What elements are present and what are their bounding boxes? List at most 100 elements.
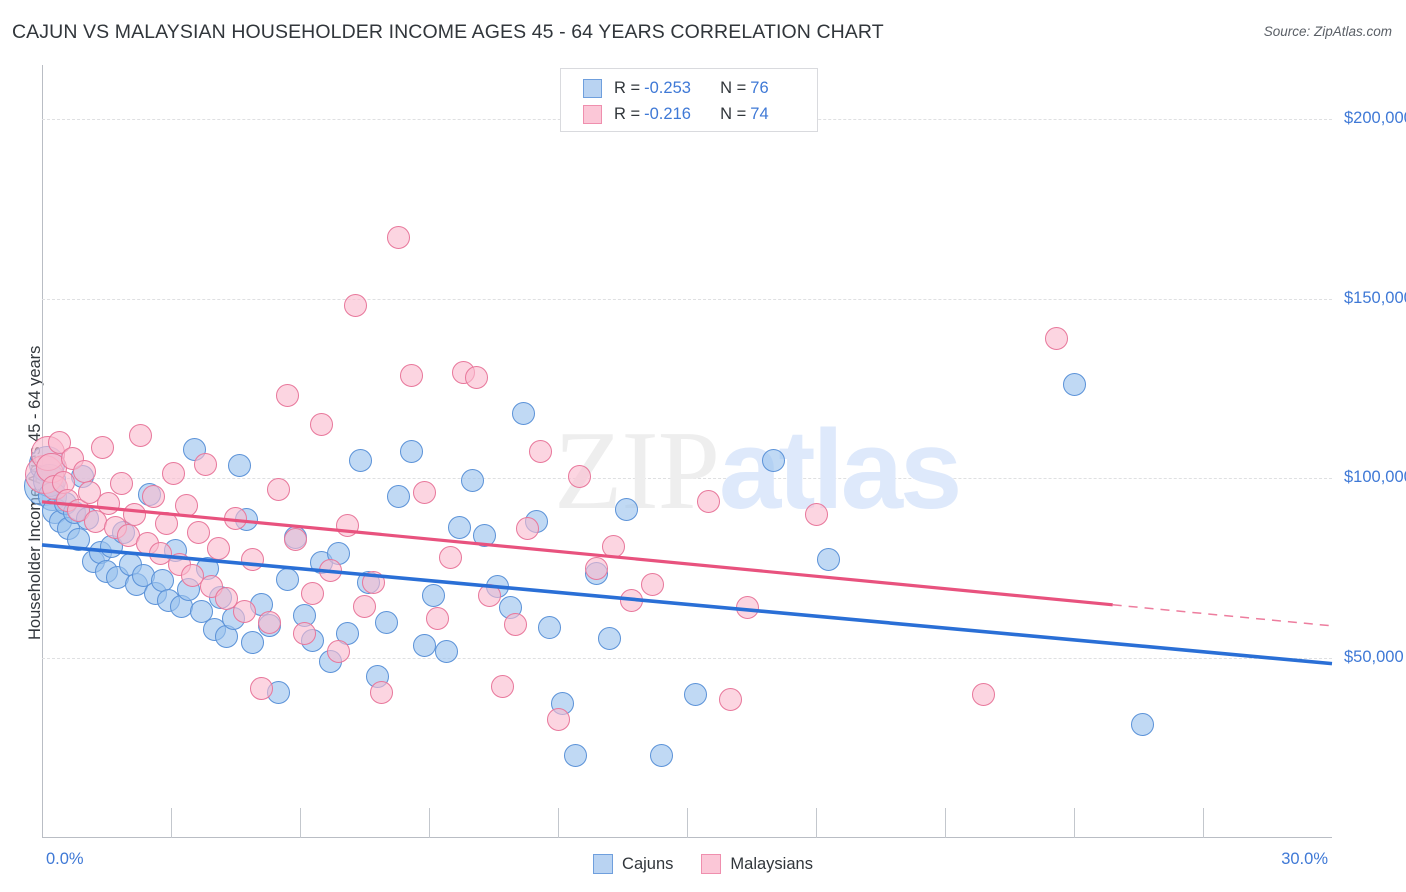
scatter-point xyxy=(249,677,273,701)
scatter-point xyxy=(649,743,673,767)
x-axis-tick xyxy=(816,808,817,838)
scatter-point xyxy=(718,688,742,712)
x-axis-tick xyxy=(429,808,430,838)
x-axis-tick xyxy=(171,808,172,838)
scatter-point xyxy=(439,546,462,570)
scatter-point xyxy=(460,468,484,492)
scatter-point xyxy=(426,607,450,631)
scatter-point xyxy=(563,743,587,767)
scatter-point xyxy=(387,226,411,250)
scatter-point xyxy=(161,461,185,485)
scatter-point xyxy=(473,524,497,548)
scatter-point xyxy=(684,682,708,706)
correlation-stat-row: R = -0.253 N = 76 xyxy=(583,75,817,101)
scatter-point xyxy=(215,587,239,611)
trend-lines xyxy=(41,500,1333,666)
scatter-point xyxy=(641,573,665,597)
scatter-point xyxy=(464,366,488,390)
scatter-point xyxy=(292,621,316,645)
scatter-point xyxy=(327,639,351,663)
x-axis-tick xyxy=(558,808,559,838)
x-axis-tick xyxy=(945,808,946,838)
x-axis-tick xyxy=(687,808,688,838)
trend-line-extrapolated xyxy=(1112,604,1333,627)
scatter-point xyxy=(348,448,372,472)
scatter-point xyxy=(301,582,325,606)
scatter-point xyxy=(434,639,458,663)
scatter-point xyxy=(817,547,841,571)
scatter-point xyxy=(421,583,445,607)
scatter-point xyxy=(503,612,527,636)
scatter-point xyxy=(1045,326,1069,350)
scatter-point xyxy=(344,294,368,318)
x-axis-tick xyxy=(300,808,301,838)
r-label: R = xyxy=(614,78,641,97)
scatter-point xyxy=(267,477,290,501)
scatter-point xyxy=(400,440,424,463)
r-value: -0.253 xyxy=(644,78,691,97)
n-value: 74 xyxy=(750,104,769,123)
scatter-point xyxy=(1131,713,1155,737)
series-color-swatch xyxy=(583,104,602,124)
legend-item-label: Cajuns xyxy=(622,854,674,873)
scatter-point xyxy=(181,564,204,588)
scatter-point xyxy=(374,610,398,634)
scatter-point xyxy=(546,707,570,731)
scatter-point xyxy=(537,616,561,640)
trend-line xyxy=(41,543,1333,666)
scatter-point xyxy=(516,517,540,541)
scatter-point xyxy=(512,402,536,426)
y-axis-tick-label: $200,000 xyxy=(1344,108,1406,127)
scatter-point xyxy=(110,472,134,496)
scatter-point xyxy=(490,675,514,699)
scatter-point xyxy=(761,448,785,472)
x-axis-tick-label: 30.0% xyxy=(1281,850,1328,868)
scatter-point xyxy=(310,413,333,437)
scatter-point xyxy=(585,556,609,580)
x-axis-tick xyxy=(1074,808,1075,838)
scatter-point xyxy=(67,528,91,552)
page-title: CAJUN VS MALAYSIAN HOUSEHOLDER INCOME AG… xyxy=(12,21,884,43)
scatter-point xyxy=(598,626,622,650)
y-axis-tick-label: $50,000 xyxy=(1344,648,1404,667)
x-axis-tick-label: 0.0% xyxy=(46,850,84,868)
y-axis-tick-label: $150,000 xyxy=(1344,288,1406,307)
scatter-point xyxy=(697,490,720,514)
legend-item-cajuns[interactable]: Cajuns xyxy=(593,854,673,874)
scatter-point xyxy=(284,528,308,552)
scatter-point xyxy=(804,502,828,526)
legend-item-label: Malaysians xyxy=(730,854,813,873)
plot-area: ZIPatlas xyxy=(24,65,1333,838)
gridline xyxy=(42,298,1332,300)
source-attribution: Source: ZipAtlas.com xyxy=(1263,24,1392,39)
scatter-point xyxy=(568,465,591,489)
correlation-stat-row: R = -0.216 N = 74 xyxy=(583,101,817,127)
n-label: N = xyxy=(720,104,747,123)
legend-item-malaysians[interactable]: Malaysians xyxy=(701,854,813,874)
scatter-point xyxy=(77,481,101,505)
scatter-point xyxy=(275,384,299,408)
n-value: 76 xyxy=(750,78,769,97)
scatter-point xyxy=(447,515,471,539)
scatter-point xyxy=(90,436,114,460)
trend-line xyxy=(41,500,1113,607)
scatter-point xyxy=(189,599,213,623)
scatter-point xyxy=(615,497,639,521)
scatter-point xyxy=(187,520,211,544)
y-axis-tick-label: $100,000 xyxy=(1344,468,1406,487)
r-value: -0.216 xyxy=(644,104,691,123)
series-color-swatch xyxy=(583,78,602,98)
n-label: N = xyxy=(720,78,747,97)
legend-color-swatch xyxy=(701,854,722,874)
scatter-point xyxy=(129,423,153,447)
scatter-point xyxy=(1062,373,1086,397)
series-legend: Cajuns Malaysians xyxy=(0,854,1406,874)
scatter-point xyxy=(241,630,265,654)
scatter-point xyxy=(193,452,217,476)
scatter-point xyxy=(387,484,411,508)
legend-color-swatch xyxy=(593,854,614,874)
scatter-point xyxy=(413,481,437,505)
gridline xyxy=(42,478,1332,480)
x-axis-tick xyxy=(1203,808,1204,838)
